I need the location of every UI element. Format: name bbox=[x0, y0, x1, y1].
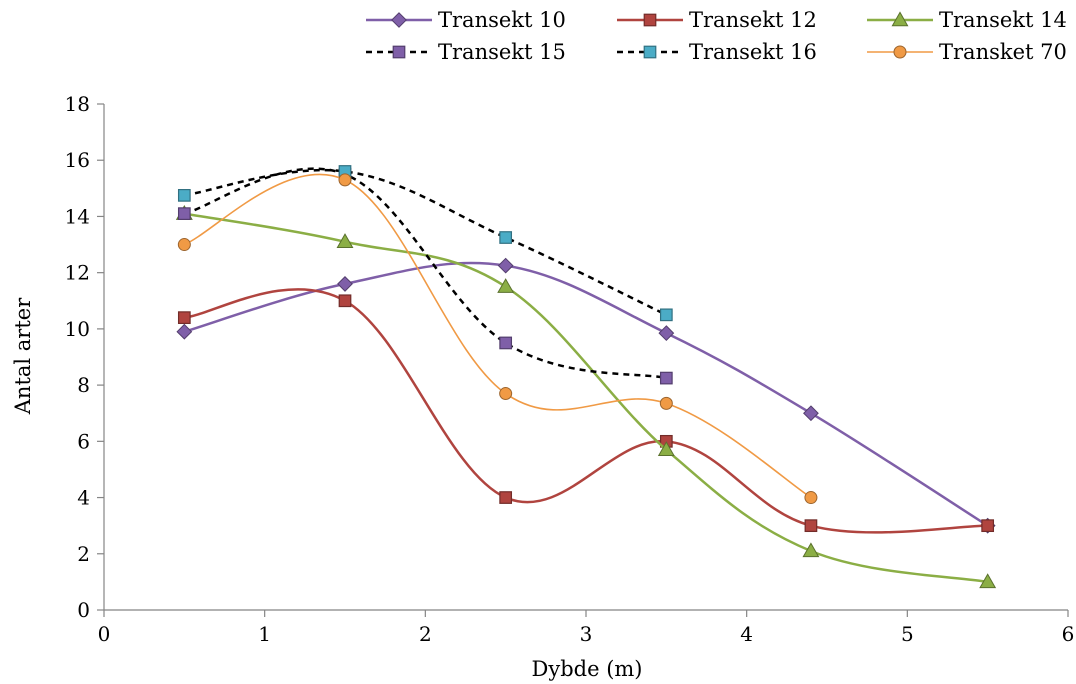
legend-label: Transket 70 bbox=[939, 40, 1067, 64]
series-6 bbox=[177, 173, 818, 505]
data-point bbox=[177, 311, 191, 325]
legend-item: Transekt 12 bbox=[617, 8, 817, 32]
y-tick-label: 2 bbox=[77, 542, 90, 566]
x-axis-title: Dybde (m) bbox=[532, 657, 643, 681]
y-tick-label: 18 bbox=[65, 92, 90, 116]
x-tick-label: 1 bbox=[258, 622, 271, 646]
y-tick-label: 0 bbox=[77, 598, 90, 622]
legend-marker bbox=[643, 13, 657, 27]
x-tick-label: 6 bbox=[1062, 622, 1075, 646]
legend-label: Transekt 10 bbox=[438, 8, 566, 32]
data-point bbox=[497, 257, 514, 274]
series-line bbox=[184, 288, 988, 534]
legend-marker bbox=[893, 45, 907, 59]
series-line bbox=[184, 173, 812, 499]
y-tick-label: 14 bbox=[65, 204, 90, 228]
legend-label: Transekt 16 bbox=[689, 40, 817, 64]
data-point bbox=[658, 325, 675, 342]
series-2 bbox=[177, 288, 995, 534]
y-tick-label: 16 bbox=[65, 148, 90, 172]
series-group bbox=[175, 165, 997, 589]
data-point bbox=[804, 491, 818, 505]
data-point bbox=[659, 371, 673, 385]
data-point bbox=[659, 308, 673, 322]
x-tick-label: 4 bbox=[740, 622, 753, 646]
y-tick-label: 6 bbox=[77, 429, 90, 453]
data-point bbox=[338, 294, 352, 308]
legend-marker bbox=[643, 45, 657, 59]
data-point bbox=[338, 173, 352, 187]
legend-label: Transekt 12 bbox=[689, 8, 817, 32]
data-point bbox=[979, 573, 997, 589]
data-point bbox=[803, 405, 819, 422]
data-point bbox=[177, 207, 191, 220]
legend-label: Transekt 14 bbox=[939, 8, 1067, 32]
legend-marker bbox=[391, 12, 407, 28]
series-line bbox=[184, 167, 667, 380]
x-tick-label: 0 bbox=[98, 622, 111, 646]
series-3 bbox=[175, 205, 997, 589]
legend-item: Transekt 14 bbox=[867, 8, 1067, 32]
y-tick-label: 8 bbox=[77, 373, 90, 397]
legend-item: Transekt 16 bbox=[617, 40, 817, 64]
series-line bbox=[183, 261, 989, 527]
data-point bbox=[336, 233, 354, 248]
legend-marker bbox=[891, 11, 909, 27]
data-point bbox=[657, 441, 675, 456]
data-point bbox=[802, 542, 820, 558]
legend: Transekt 10 Transekt 12 Transekt 14 Transek… bbox=[366, 8, 1067, 64]
data-point bbox=[499, 231, 513, 244]
data-point bbox=[981, 519, 995, 533]
data-point bbox=[176, 323, 193, 340]
legend-item: Transekt 10 bbox=[366, 8, 566, 32]
y-axis-title: Antal arter bbox=[11, 297, 35, 415]
data-point bbox=[499, 336, 513, 350]
data-point bbox=[804, 519, 818, 533]
series-line bbox=[184, 212, 988, 584]
data-point bbox=[499, 387, 513, 401]
y-tick-label: 4 bbox=[77, 486, 90, 510]
y-tick-label: 12 bbox=[65, 261, 90, 285]
legend-item: Transekt 15 bbox=[366, 40, 566, 64]
data-point bbox=[497, 278, 515, 293]
x-tick-label: 3 bbox=[580, 622, 593, 646]
data-point bbox=[177, 189, 191, 202]
data-point bbox=[337, 276, 353, 292]
legend-marker bbox=[392, 45, 406, 59]
series-4 bbox=[177, 167, 673, 385]
x-tick-label: 2 bbox=[419, 622, 432, 646]
y-tick-label: 10 bbox=[65, 317, 90, 341]
legend-item: Transket 70 bbox=[867, 40, 1067, 64]
data-point bbox=[177, 238, 191, 252]
data-point bbox=[659, 396, 673, 410]
series-line bbox=[184, 168, 667, 316]
data-point bbox=[499, 491, 513, 504]
x-tick-label: 5 bbox=[901, 622, 914, 646]
series-1 bbox=[176, 257, 996, 534]
legend-label: Transekt 15 bbox=[438, 40, 566, 64]
